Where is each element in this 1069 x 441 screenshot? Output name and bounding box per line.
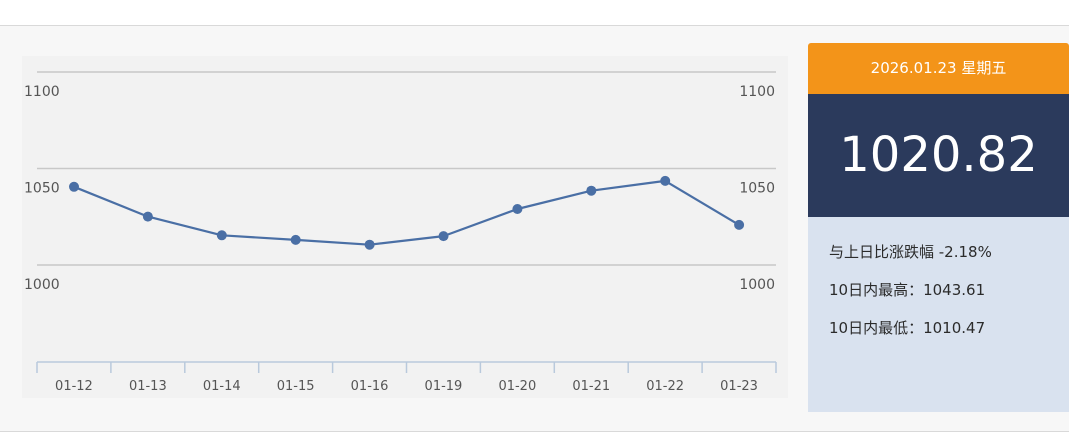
data-point <box>512 204 523 214</box>
date-header: 2026.01.23 星期五 <box>808 43 1069 94</box>
series-line <box>73 179 740 246</box>
change-text: 与上日比涨跌幅 -2.18% <box>829 243 992 261</box>
data-point <box>364 239 375 250</box>
x-tick-label: 01-15 <box>277 379 315 394</box>
x-tick-label: 01-23 <box>720 379 758 394</box>
x-tick-label: 01-19 <box>425 379 463 394</box>
bottom-divider <box>0 431 1069 432</box>
y-tick-label-right: 1050 <box>739 181 775 197</box>
data-point <box>290 234 301 245</box>
x-tick-label: 01-16 <box>351 379 389 394</box>
data-point <box>142 211 153 222</box>
index-value: 1020.82 <box>839 127 1038 183</box>
y-tick-label-right: 1000 <box>739 277 775 293</box>
x-tick-label: 01-12 <box>55 379 93 394</box>
low-text: 10日内最低：1010.47 <box>829 319 986 337</box>
top-divider <box>0 25 1069 26</box>
y-tick-label-right: 1100 <box>739 84 775 100</box>
value-box: 1020.82 <box>808 94 1069 217</box>
x-tick-label: 01-22 <box>646 379 684 394</box>
data-point <box>69 181 79 192</box>
data-point <box>734 219 745 230</box>
data-point <box>586 185 597 196</box>
x-tick-label: 01-20 <box>498 379 536 394</box>
y-tick-label-left: 1000 <box>24 277 60 293</box>
data-point <box>438 231 449 242</box>
high-text: 10日内最高：1043.61 <box>829 281 986 299</box>
y-tick-label-left: 1050 <box>24 181 60 197</box>
x-tick-label: 01-14 <box>203 379 241 394</box>
stats-box: 与上日比涨跌幅 -2.18% 10日内最高：1043.61 10日内最低：101… <box>808 217 1069 412</box>
y-tick-label-left: 1100 <box>24 84 60 100</box>
data-point <box>216 230 227 241</box>
x-tick-label: 01-21 <box>572 379 610 394</box>
x-tick-label: 01-13 <box>129 379 167 394</box>
info-card: 2026.01.23 星期五 1020.82 与上日比涨跌幅 -2.18% 10… <box>808 43 1069 412</box>
chart-area <box>22 56 788 398</box>
data-point <box>660 175 671 186</box>
